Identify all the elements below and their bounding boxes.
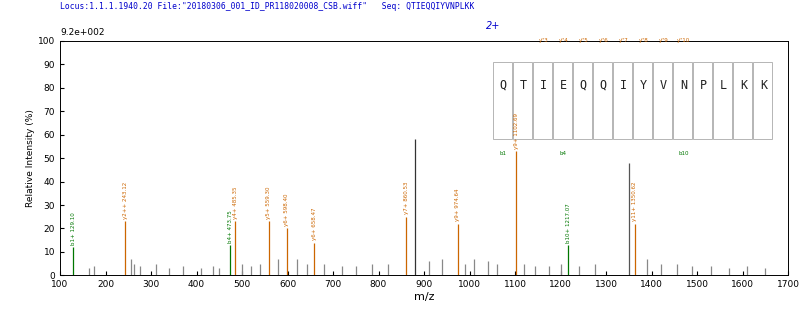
Text: y''6: y''6 [598, 38, 608, 43]
Text: Q: Q [600, 79, 607, 92]
Text: b1+ 129.10: b1+ 129.10 [70, 212, 76, 245]
Text: Y: Y [640, 79, 647, 92]
Bar [734, 62, 752, 139]
Text: y5+ 559.30: y5+ 559.30 [266, 187, 271, 219]
Text: T: T [520, 79, 526, 92]
Text: P: P [700, 79, 707, 92]
Text: I: I [620, 79, 627, 92]
Text: y2++ 243.12: y2++ 243.12 [122, 182, 128, 219]
Text: y9+ 1102.69: y9+ 1102.69 [514, 113, 518, 149]
Text: b10+ 1217.07: b10+ 1217.07 [566, 203, 570, 243]
Text: K: K [760, 79, 767, 92]
Bar [534, 62, 552, 139]
Bar [554, 62, 572, 139]
Text: b1: b1 [500, 151, 506, 156]
Text: Locus:1.1.1.1940.20 File:"20180306_001_ID_PR118020008_CSB.wiff"   Seq: QTIEQQIYV: Locus:1.1.1.1940.20 File:"20180306_001_I… [60, 2, 474, 11]
Bar [674, 62, 692, 139]
Text: Q: Q [500, 79, 506, 92]
Text: y''4: y''4 [558, 38, 568, 43]
Text: L: L [720, 79, 727, 92]
Y-axis label: Relative Intensity (%): Relative Intensity (%) [26, 109, 35, 207]
Text: Q: Q [580, 79, 587, 92]
Text: y6+ 598.40: y6+ 598.40 [284, 194, 290, 226]
Text: y6+ 658.47: y6+ 658.47 [312, 208, 317, 240]
Text: y''8: y''8 [638, 38, 648, 43]
Text: y''9: y''9 [658, 38, 668, 43]
Text: E: E [560, 79, 566, 92]
Text: b10: b10 [678, 151, 689, 156]
Bar [614, 62, 632, 139]
Text: y7+ 860.53: y7+ 860.53 [403, 182, 409, 214]
Bar [694, 62, 712, 139]
Bar [754, 62, 772, 139]
Text: y''5: y''5 [578, 38, 588, 43]
Text: K: K [740, 79, 747, 92]
Text: y''10: y''10 [677, 38, 690, 43]
Text: 9.2e+002: 9.2e+002 [60, 28, 105, 37]
Bar [634, 62, 652, 139]
Text: N: N [680, 79, 687, 92]
Text: b4+ 473.75: b4+ 473.75 [227, 210, 233, 243]
Text: y4+ 485.35: y4+ 485.35 [233, 187, 238, 219]
Text: y11+ 1350.62: y11+ 1350.62 [632, 182, 637, 222]
Bar [594, 62, 612, 139]
Text: 2+: 2+ [486, 21, 500, 31]
Text: b4: b4 [560, 151, 566, 156]
X-axis label: m/z: m/z [414, 292, 434, 302]
Bar [493, 62, 511, 139]
Text: V: V [660, 79, 667, 92]
Text: y''3: y''3 [538, 38, 548, 43]
Bar [654, 62, 672, 139]
Bar [574, 62, 592, 139]
Bar [714, 62, 732, 139]
Text: I: I [540, 79, 546, 92]
Text: y9+ 974.64: y9+ 974.64 [455, 189, 461, 222]
Text: y''7: y''7 [618, 38, 628, 43]
Bar [513, 62, 531, 139]
